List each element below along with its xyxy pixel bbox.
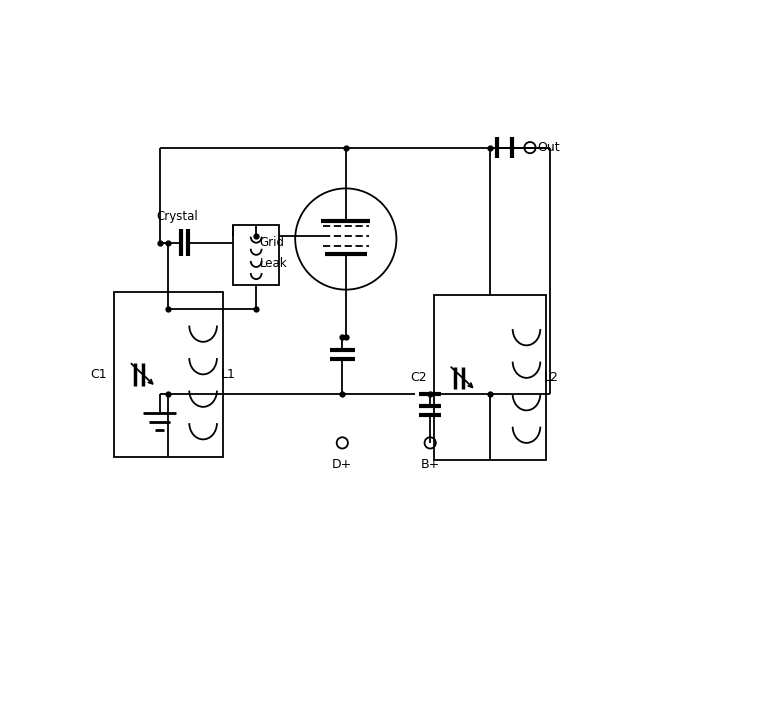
Text: D+: D+: [332, 458, 352, 471]
Bar: [434, 295, 546, 460]
Text: Crystal: Crystal: [156, 210, 198, 223]
Bar: [114, 292, 223, 457]
Text: C1: C1: [90, 368, 107, 381]
Text: Out: Out: [538, 141, 560, 154]
Text: Grid: Grid: [260, 236, 285, 250]
Text: B+: B+: [421, 458, 440, 471]
Text: C2: C2: [410, 371, 427, 385]
Text: L1: L1: [220, 368, 236, 381]
Bar: [234, 225, 279, 285]
Text: Leak: Leak: [260, 257, 287, 270]
Text: L2: L2: [544, 371, 559, 385]
